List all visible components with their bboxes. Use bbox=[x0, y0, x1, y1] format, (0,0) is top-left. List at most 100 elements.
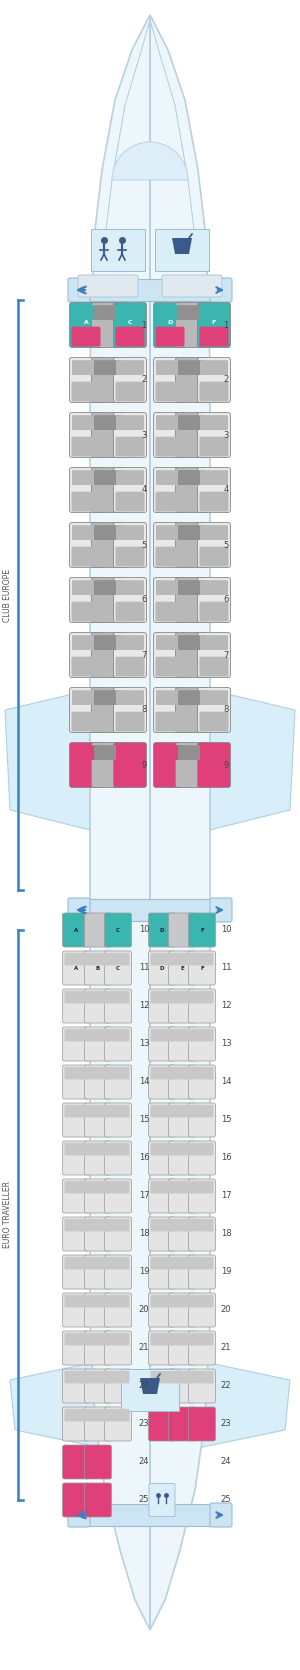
FancyBboxPatch shape bbox=[200, 656, 229, 676]
FancyBboxPatch shape bbox=[71, 327, 100, 346]
Text: 2: 2 bbox=[141, 376, 147, 384]
Text: 1: 1 bbox=[141, 321, 147, 329]
FancyBboxPatch shape bbox=[116, 471, 144, 484]
FancyBboxPatch shape bbox=[92, 357, 124, 402]
FancyBboxPatch shape bbox=[72, 524, 100, 539]
FancyBboxPatch shape bbox=[190, 1258, 214, 1269]
FancyBboxPatch shape bbox=[156, 635, 184, 650]
Text: 16: 16 bbox=[221, 1154, 231, 1162]
FancyBboxPatch shape bbox=[169, 1065, 196, 1099]
Text: 21: 21 bbox=[139, 1343, 149, 1353]
FancyBboxPatch shape bbox=[154, 412, 187, 458]
FancyBboxPatch shape bbox=[64, 1067, 88, 1079]
FancyBboxPatch shape bbox=[190, 1333, 214, 1346]
FancyBboxPatch shape bbox=[85, 1483, 112, 1516]
Text: 23: 23 bbox=[221, 1420, 231, 1428]
FancyBboxPatch shape bbox=[197, 743, 230, 788]
FancyBboxPatch shape bbox=[88, 1505, 212, 1526]
FancyBboxPatch shape bbox=[104, 1102, 131, 1137]
FancyBboxPatch shape bbox=[178, 471, 206, 484]
FancyBboxPatch shape bbox=[176, 523, 208, 568]
FancyBboxPatch shape bbox=[85, 1254, 112, 1289]
FancyBboxPatch shape bbox=[85, 1141, 112, 1176]
FancyBboxPatch shape bbox=[64, 1294, 88, 1308]
FancyBboxPatch shape bbox=[210, 1503, 232, 1526]
FancyBboxPatch shape bbox=[116, 711, 145, 731]
Polygon shape bbox=[90, 15, 210, 1630]
FancyBboxPatch shape bbox=[170, 1067, 194, 1079]
FancyBboxPatch shape bbox=[71, 382, 100, 401]
FancyBboxPatch shape bbox=[176, 468, 208, 513]
FancyBboxPatch shape bbox=[190, 1106, 214, 1117]
Text: 8: 8 bbox=[223, 705, 229, 715]
Text: 20: 20 bbox=[221, 1306, 231, 1314]
FancyBboxPatch shape bbox=[106, 1029, 130, 1042]
FancyBboxPatch shape bbox=[176, 302, 208, 347]
FancyBboxPatch shape bbox=[116, 656, 145, 676]
FancyBboxPatch shape bbox=[71, 601, 100, 621]
FancyBboxPatch shape bbox=[148, 1369, 176, 1403]
FancyBboxPatch shape bbox=[62, 1369, 89, 1403]
Polygon shape bbox=[188, 1359, 290, 1450]
FancyBboxPatch shape bbox=[200, 546, 229, 566]
FancyBboxPatch shape bbox=[200, 306, 228, 321]
Text: 1: 1 bbox=[224, 321, 229, 329]
Text: 20: 20 bbox=[139, 1306, 149, 1314]
FancyBboxPatch shape bbox=[86, 1067, 110, 1079]
FancyBboxPatch shape bbox=[169, 1293, 196, 1328]
Text: 21: 21 bbox=[221, 1343, 231, 1353]
FancyBboxPatch shape bbox=[170, 990, 194, 1004]
FancyBboxPatch shape bbox=[64, 1219, 88, 1231]
FancyBboxPatch shape bbox=[116, 491, 145, 511]
FancyBboxPatch shape bbox=[116, 635, 144, 650]
FancyBboxPatch shape bbox=[170, 954, 194, 965]
FancyBboxPatch shape bbox=[148, 1408, 176, 1441]
FancyBboxPatch shape bbox=[197, 357, 230, 402]
FancyBboxPatch shape bbox=[92, 468, 124, 513]
FancyBboxPatch shape bbox=[64, 1333, 88, 1346]
FancyBboxPatch shape bbox=[86, 1333, 110, 1346]
FancyBboxPatch shape bbox=[169, 1141, 196, 1176]
FancyBboxPatch shape bbox=[188, 1141, 215, 1176]
Polygon shape bbox=[172, 239, 192, 254]
FancyBboxPatch shape bbox=[62, 1027, 89, 1060]
FancyBboxPatch shape bbox=[70, 688, 103, 733]
FancyBboxPatch shape bbox=[62, 1102, 89, 1137]
FancyBboxPatch shape bbox=[155, 436, 184, 456]
Text: F: F bbox=[200, 927, 204, 932]
Text: 10: 10 bbox=[139, 925, 149, 935]
FancyBboxPatch shape bbox=[148, 1254, 176, 1289]
Text: 3: 3 bbox=[141, 431, 147, 439]
FancyBboxPatch shape bbox=[86, 1142, 110, 1156]
FancyBboxPatch shape bbox=[200, 327, 229, 346]
FancyBboxPatch shape bbox=[94, 471, 122, 484]
FancyBboxPatch shape bbox=[154, 743, 187, 788]
FancyBboxPatch shape bbox=[176, 688, 208, 733]
FancyBboxPatch shape bbox=[200, 491, 229, 511]
FancyBboxPatch shape bbox=[169, 1217, 196, 1251]
FancyBboxPatch shape bbox=[188, 1331, 215, 1364]
Text: 6: 6 bbox=[223, 596, 229, 605]
FancyBboxPatch shape bbox=[113, 302, 146, 347]
FancyBboxPatch shape bbox=[151, 1333, 173, 1346]
FancyBboxPatch shape bbox=[62, 1217, 89, 1251]
Text: 9: 9 bbox=[141, 760, 147, 770]
FancyBboxPatch shape bbox=[68, 277, 90, 302]
FancyBboxPatch shape bbox=[170, 1294, 194, 1308]
Text: 18: 18 bbox=[139, 1229, 149, 1239]
FancyBboxPatch shape bbox=[170, 1333, 194, 1346]
FancyBboxPatch shape bbox=[104, 913, 131, 947]
Text: 11: 11 bbox=[221, 964, 231, 972]
FancyBboxPatch shape bbox=[151, 990, 173, 1004]
FancyBboxPatch shape bbox=[190, 1219, 214, 1231]
FancyBboxPatch shape bbox=[188, 950, 215, 985]
FancyBboxPatch shape bbox=[176, 743, 208, 788]
FancyBboxPatch shape bbox=[86, 1181, 110, 1194]
FancyBboxPatch shape bbox=[64, 954, 88, 965]
FancyBboxPatch shape bbox=[197, 412, 230, 458]
FancyBboxPatch shape bbox=[148, 1179, 176, 1212]
FancyBboxPatch shape bbox=[106, 1181, 130, 1194]
FancyBboxPatch shape bbox=[70, 743, 103, 788]
FancyBboxPatch shape bbox=[68, 898, 90, 922]
FancyBboxPatch shape bbox=[178, 306, 206, 321]
